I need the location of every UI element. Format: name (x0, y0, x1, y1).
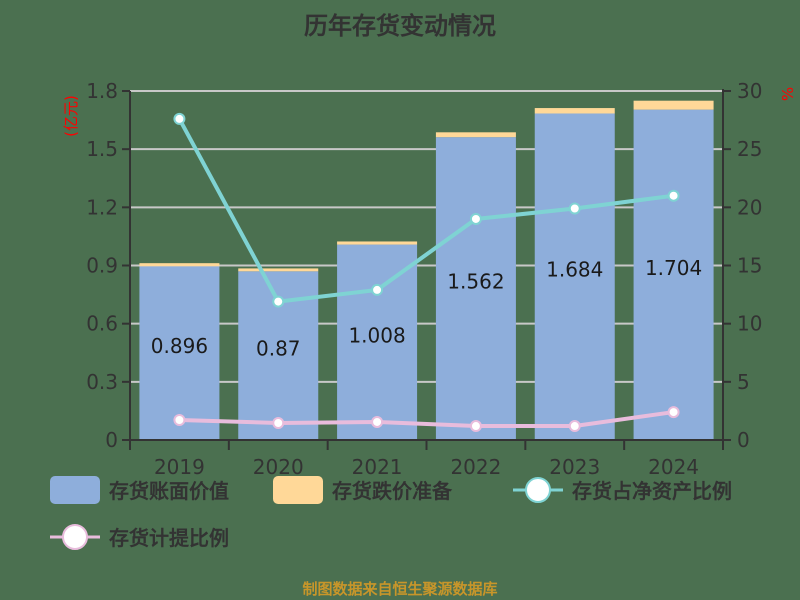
data-point-marker (568, 202, 581, 215)
left-axis-tick-label: 0 (105, 428, 118, 452)
legend-label: 存货账面价值 (109, 479, 229, 503)
legend-label: 存货跌价准备 (332, 479, 453, 503)
x-axis-tick-label: 2019 (154, 455, 205, 479)
right-axis-tick-label: 10 (737, 312, 762, 336)
left-axis-tick-label: 1.8 (86, 79, 118, 103)
bar-value-label: 1.704 (645, 256, 702, 280)
x-axis-tick-label: 2021 (352, 455, 403, 479)
bar-value-label: 1.684 (546, 258, 603, 282)
data-point-marker (272, 417, 285, 430)
bar-book-value (534, 113, 615, 440)
line-series (173, 112, 680, 433)
data-point-marker (371, 415, 384, 428)
bar-impairment (337, 241, 418, 245)
data-point-marker (272, 295, 285, 308)
bar-value-label: 0.896 (151, 334, 208, 358)
bar-value-label: 1.008 (348, 323, 405, 347)
bar-impairment (238, 268, 319, 272)
bar-book-value (633, 109, 714, 440)
right-axis-tick-label: 0 (737, 428, 750, 452)
legend-marker (62, 524, 88, 550)
x-axis-tick-label: 2020 (253, 455, 304, 479)
data-source-footer: 制图数据来自恒生聚源数据库 (302, 580, 498, 598)
x-axis-tick-label: 2024 (648, 455, 699, 479)
axes: 0 0.3 0.6 0.9 1.2 1.5 1.8 0 5 10 15 20 25 30 2019 2020 2… (62, 79, 797, 479)
legend-swatch (273, 476, 323, 504)
legend-swatch (50, 476, 100, 504)
data-point-marker (568, 420, 581, 433)
left-axis-tick-label: 0.3 (86, 370, 118, 394)
right-axis-tick-label: 30 (737, 79, 762, 103)
data-point-marker (667, 406, 680, 419)
x-axis-tick-label: 2023 (549, 455, 600, 479)
bar-value-label: 0.87 (256, 337, 301, 361)
data-point-marker (173, 112, 186, 125)
data-point-marker (469, 212, 482, 225)
right-axis-tick-label: 20 (737, 195, 762, 219)
bar-impairment (139, 263, 220, 267)
bar-impairment (435, 132, 516, 138)
right-axis-tick-label: 15 (737, 254, 762, 278)
right-axis-tick-label: 5 (737, 370, 750, 394)
line-provision-ratio (179, 410, 674, 429)
data-point-marker (371, 283, 384, 296)
left-axis-tick-label: 1.5 (86, 137, 118, 161)
data-point-marker (469, 420, 482, 433)
left-axis-tick-label: 0.6 (86, 312, 118, 336)
data-point-marker (667, 189, 680, 202)
left-axis-unit-label: (亿元) (62, 95, 80, 137)
legend-label: 存货占净资产比例 (572, 479, 732, 503)
bar-book-value (139, 266, 220, 440)
legend-label: 存货计提比例 (109, 526, 229, 550)
line-net-asset-ratio (177, 117, 674, 304)
bar-book-value (435, 137, 516, 440)
right-axis-unit-label: % (779, 87, 797, 101)
bar-book-value (337, 244, 418, 440)
left-axis-tick-label: 0.9 (86, 254, 118, 278)
bar-value-label: 1.562 (447, 270, 504, 294)
legend-marker (525, 477, 551, 503)
right-axis-tick-label: 25 (737, 137, 762, 161)
bar-impairment (534, 108, 615, 114)
chart-title: 历年存货变动情况 (304, 12, 496, 40)
x-axis-tick-label: 2022 (450, 455, 501, 479)
bar-impairment (633, 100, 714, 110)
left-axis-tick-label: 1.2 (86, 195, 118, 219)
data-point-marker (173, 413, 186, 426)
bar-series: 0.896 0.87 1.008 1.562 1.684 1.704 (139, 100, 714, 440)
